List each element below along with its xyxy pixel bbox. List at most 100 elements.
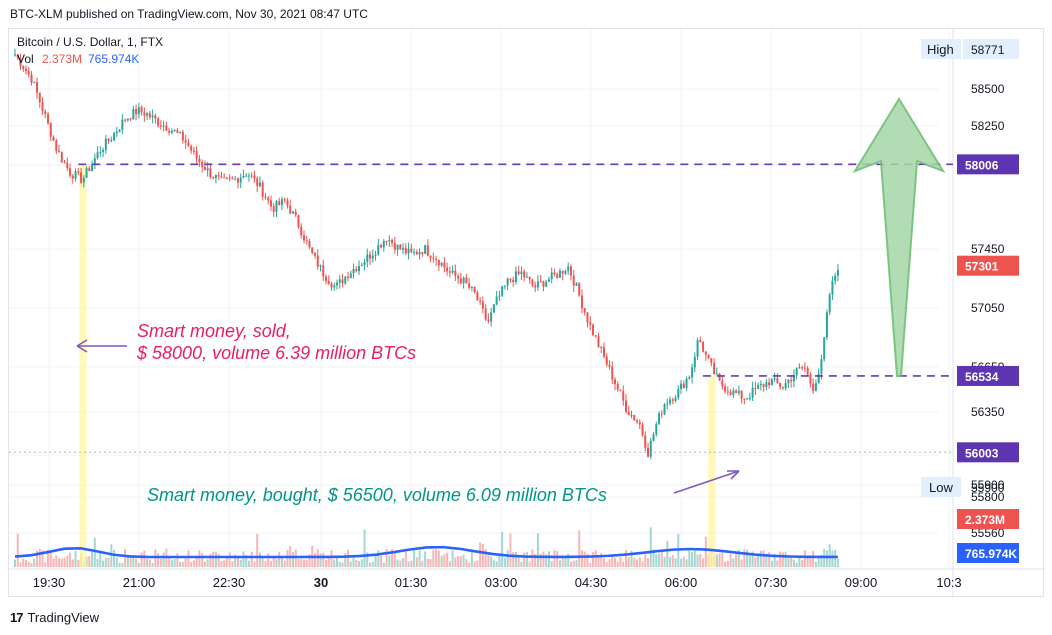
- volume-bar: [831, 550, 834, 567]
- candle-body: [36, 81, 39, 93]
- candle-body: [754, 387, 757, 389]
- volume-bar: [803, 550, 806, 567]
- volume-bar: [426, 558, 429, 567]
- candle-body: [770, 379, 773, 386]
- volume-bar: [691, 552, 694, 567]
- volume-bar: [195, 558, 198, 567]
- candle-body: [146, 113, 149, 116]
- volume-bar: [682, 556, 685, 567]
- candle-body: [465, 277, 468, 284]
- level-tag-56534: 56534: [965, 370, 999, 384]
- candle-body: [619, 389, 622, 392]
- candle-body: [514, 271, 517, 282]
- candle-body: [473, 286, 476, 293]
- candle-body: [517, 271, 520, 275]
- candle-body: [253, 175, 256, 179]
- volume-bar: [192, 560, 195, 567]
- volume-bar: [685, 559, 688, 567]
- volume-bar: [47, 549, 50, 567]
- price-tick-label: 57450: [971, 242, 1005, 256]
- level-tag-56534-box: [957, 365, 1019, 386]
- candle-body: [836, 269, 839, 276]
- candle-body: [737, 390, 740, 394]
- published-caption: BTC-XLM published on TradingView.com, No…: [10, 7, 368, 21]
- candle-body: [768, 382, 771, 386]
- candle-body: [765, 382, 768, 387]
- volume-bar: [360, 559, 363, 567]
- volume-bar: [473, 561, 476, 567]
- volume-bar: [388, 555, 391, 567]
- volume-bar: [630, 550, 633, 567]
- volume-tag-box: [957, 509, 1019, 529]
- candle-body: [22, 66, 25, 69]
- volume-bar: [825, 550, 828, 567]
- time-tick-label: 01:30: [395, 575, 428, 590]
- candle-body: [759, 384, 762, 386]
- candle-body: [757, 384, 760, 389]
- candle-body: [338, 279, 341, 283]
- candle-body: [751, 387, 754, 398]
- volume-bar: [520, 561, 523, 567]
- volume-ma-tag: 765.974K: [965, 547, 1017, 561]
- time-tick-label: 09:00: [845, 575, 878, 590]
- volume-bar: [586, 553, 589, 567]
- candle-body: [99, 151, 102, 153]
- candle-body: [330, 283, 333, 288]
- candle-body: [347, 276, 350, 278]
- price-chart[interactable]: Smart money, sold,$ 58000, volume 6.39 m…: [9, 29, 1045, 598]
- volume-bar: [479, 542, 482, 567]
- candle-body: [468, 283, 471, 288]
- candle-body: [80, 172, 83, 183]
- candle-body: [407, 248, 410, 254]
- volume-bar: [69, 552, 72, 567]
- candle-body: [729, 392, 732, 395]
- candle-body: [212, 177, 215, 179]
- volume-bar: [696, 554, 699, 567]
- volume-bar: [113, 549, 116, 567]
- candle-body: [644, 435, 647, 448]
- candle-body: [685, 378, 688, 388]
- candle-body: [655, 424, 658, 435]
- volume-bar: [718, 553, 721, 567]
- volume-bar: [424, 551, 427, 567]
- volume-bar: [580, 550, 583, 567]
- volume-bar: [572, 560, 575, 567]
- candle-body: [498, 295, 501, 297]
- candle-body: [245, 175, 248, 177]
- candle-body: [165, 125, 168, 131]
- volume-bar: [539, 553, 542, 567]
- volume-bar: [451, 550, 454, 567]
- volume-bar: [834, 549, 837, 567]
- volume-bar: [231, 561, 234, 567]
- volume-bar: [358, 561, 361, 567]
- candle-body: [404, 248, 407, 254]
- candle-body: [594, 335, 597, 337]
- volume-bar: [801, 560, 804, 567]
- volume-bar: [253, 561, 256, 567]
- volume-bar: [600, 553, 603, 567]
- volume-bar: [809, 557, 812, 567]
- volume-bar: [319, 553, 322, 567]
- candle-body: [16, 54, 19, 58]
- volume-bar: [242, 551, 245, 567]
- volume-spike-highlight: [79, 164, 87, 568]
- volume-bar: [748, 556, 751, 567]
- candle-body: [322, 265, 325, 277]
- candle-body: [192, 150, 195, 152]
- candle-body: [509, 278, 512, 280]
- volume-bar: [245, 554, 248, 567]
- chart-frame[interactable]: Smart money, sold, $ 58000, volume 6.39 m…: [8, 28, 1045, 598]
- volume-bar: [60, 558, 63, 567]
- volume-bar: [300, 559, 303, 567]
- volume-bar: [49, 553, 52, 567]
- volume-bar: [649, 527, 652, 567]
- volume-bar: [250, 551, 253, 567]
- volume-bar: [418, 550, 421, 567]
- candle-body: [602, 347, 605, 357]
- candle-body: [707, 354, 710, 359]
- volume-bar: [605, 562, 608, 567]
- candle-body: [569, 266, 572, 276]
- candle-body: [393, 243, 396, 250]
- candle-body: [649, 440, 652, 457]
- candle-body: [297, 215, 300, 227]
